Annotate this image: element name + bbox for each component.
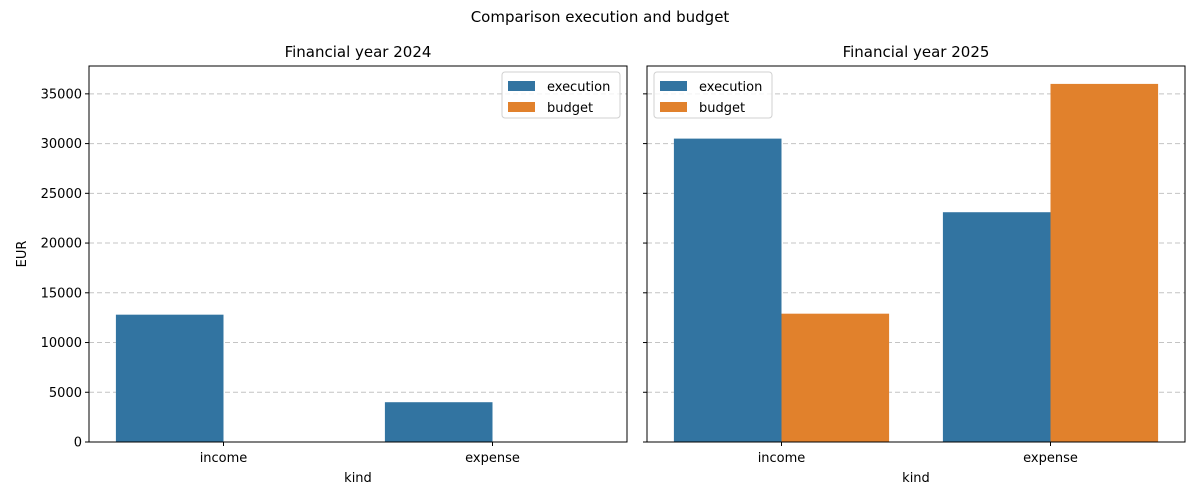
subplot-2: income expense Financial year 2025 kind exec… [643, 43, 1186, 486]
y-tick-label: 30000 [41, 137, 82, 152]
x-tick-label: income [758, 451, 806, 466]
y-tick-label: 15000 [41, 286, 82, 301]
subplot-title: Financial year 2025 [843, 43, 990, 61]
legend: execution budget [653, 71, 773, 119]
legend-label-execution: execution [699, 80, 762, 95]
bar-budget-income [781, 313, 890, 442]
bar-budget-expense [1050, 83, 1159, 443]
legend-label-budget: budget [547, 101, 593, 116]
legend-label-execution: execution [547, 80, 610, 95]
y-axis-label: EUR [15, 241, 30, 268]
axes-frame [646, 65, 1186, 443]
y-tick-label: 0 [74, 436, 82, 451]
x-axis-label: kind [902, 471, 930, 486]
legend-swatch-execution [508, 81, 535, 91]
x-tick-label: expense [1023, 451, 1078, 466]
legend-swatch-budget [660, 102, 687, 112]
axes-frame [88, 65, 628, 443]
y-tick-label: 10000 [41, 336, 82, 351]
bar-execution-expense [384, 402, 493, 442]
legend-swatch-budget [508, 102, 535, 112]
subplot-title: Financial year 2024 [285, 43, 432, 61]
bar-execution-income [673, 138, 782, 442]
y-tick-label: 5000 [49, 386, 82, 401]
y-tick-label: 25000 [41, 187, 82, 202]
y-tick-label: 35000 [41, 87, 82, 102]
subplot-1: 0 5000 10000 15000 20000 25000 30000 35000 incom… [15, 43, 628, 486]
bar-execution-income [115, 314, 224, 442]
y-tick-label: 20000 [41, 237, 82, 252]
x-axis-label: kind [344, 471, 372, 486]
legend: execution budget [501, 71, 621, 119]
figure-suptitle: Comparison execution and budget [471, 8, 730, 26]
x-tick-label: expense [465, 451, 520, 466]
legend-swatch-execution [660, 81, 687, 91]
legend-label-budget: budget [699, 101, 745, 116]
x-tick-label: income [200, 451, 248, 466]
bar-execution-expense [942, 212, 1051, 442]
